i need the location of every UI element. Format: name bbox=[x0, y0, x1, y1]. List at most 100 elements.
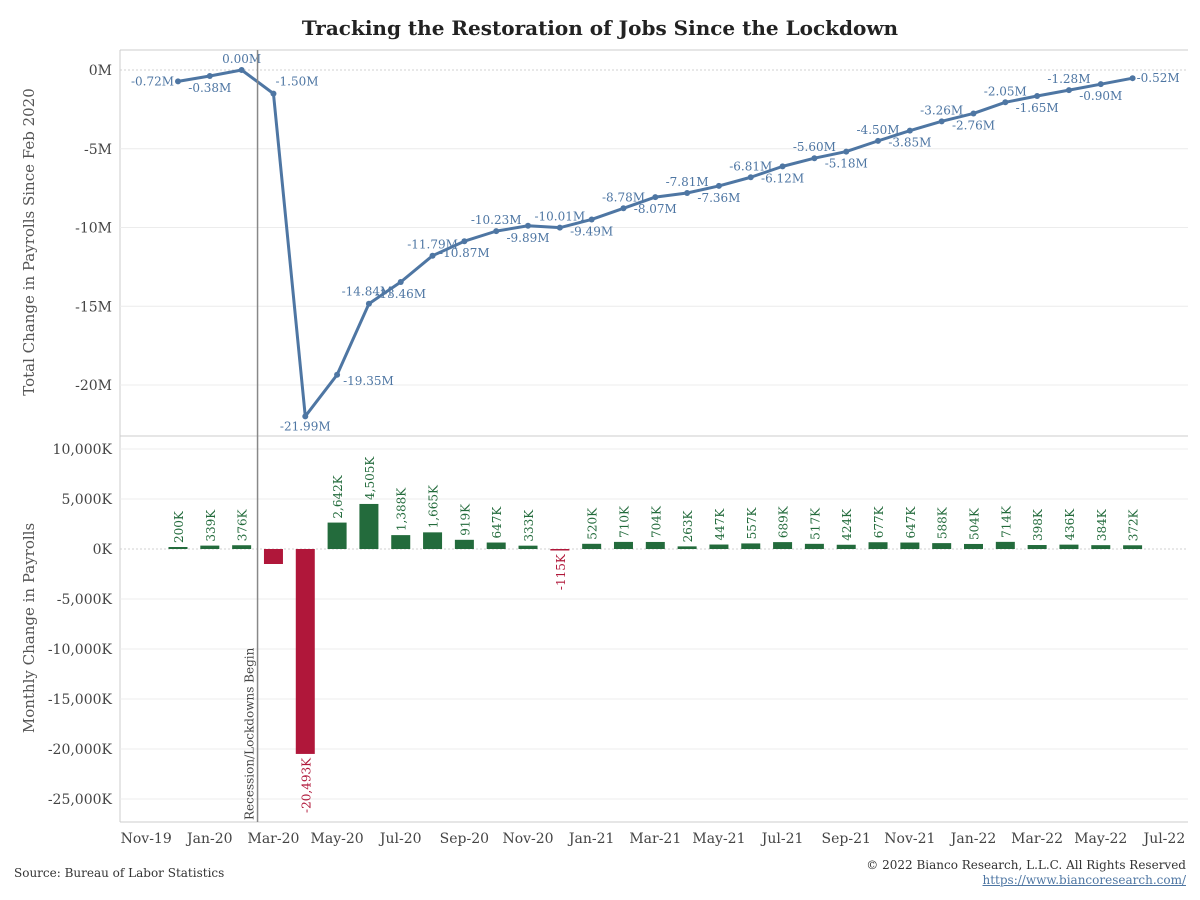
bottom-y-tick-label: -15,000K bbox=[48, 692, 113, 708]
x-tick-label: Jul-21 bbox=[760, 831, 804, 847]
line-data-label: -1.28M bbox=[1047, 72, 1090, 86]
bar bbox=[932, 543, 952, 549]
line-data-label: -3.26M bbox=[920, 103, 963, 117]
gridlines bbox=[120, 69, 1188, 800]
chart-frame bbox=[119, 49, 1188, 823]
line-point bbox=[620, 205, 627, 212]
bottom-y-tick-label: -5,000K bbox=[57, 592, 113, 608]
line-point bbox=[715, 182, 722, 189]
bar-data-label: 677K bbox=[872, 505, 886, 538]
bar-data-label: 263K bbox=[681, 509, 695, 542]
line-data-label: -0.52M bbox=[1137, 71, 1180, 85]
line-data-label: -0.38M bbox=[188, 81, 231, 95]
bar-data-label: 333K bbox=[522, 509, 536, 542]
line-point bbox=[875, 137, 882, 144]
line-point bbox=[684, 190, 691, 197]
line-point bbox=[334, 371, 341, 378]
line-point bbox=[429, 252, 436, 259]
bar bbox=[327, 522, 347, 549]
x-tick-label: Mar-20 bbox=[247, 831, 299, 847]
bar-data-label: 384K bbox=[1095, 508, 1109, 541]
bar-data-label: 376K bbox=[236, 508, 250, 541]
top-y-tick-label: -20M bbox=[75, 378, 112, 394]
bar bbox=[582, 543, 602, 549]
line-point bbox=[238, 67, 245, 73]
bar bbox=[359, 503, 379, 549]
bottom-y-tick-label: -10,000K bbox=[48, 642, 113, 658]
line-data-label: -8.07M bbox=[634, 202, 677, 216]
top-y-tick-label: -15M bbox=[75, 299, 112, 315]
bar bbox=[836, 544, 856, 549]
x-tick-label: Sep-20 bbox=[440, 831, 489, 847]
x-tick-label: Mar-21 bbox=[629, 831, 681, 847]
top-y-tick-label: 0M bbox=[89, 63, 112, 79]
top-y-tick-label: -5M bbox=[84, 142, 112, 158]
x-tick-label: Nov-21 bbox=[884, 831, 935, 847]
bar bbox=[454, 539, 474, 549]
x-axis: Nov-19 Jan-20 Mar-20 May-20 Jul-20 Sep-20 Nov-… bbox=[121, 831, 1186, 847]
bar-data-label: 710K bbox=[617, 505, 631, 538]
bar-data-label: 1,665K bbox=[427, 484, 441, 528]
event-marker: Recession/Lockdowns Begin bbox=[243, 50, 259, 822]
bar-data-label: 647K bbox=[490, 506, 504, 539]
bar bbox=[263, 549, 283, 564]
bottom-y-axis: 10,000K 5,000K 0K -5,000K -10,000K -15,000K -2… bbox=[48, 442, 113, 808]
line-data-label: -6.81M bbox=[729, 159, 772, 173]
line-point bbox=[652, 194, 659, 201]
bar-series: 200K 339K 376K -20,493K 2,642K 4,505K 1,388K 1,… bbox=[168, 456, 1143, 813]
bar bbox=[804, 543, 824, 549]
line-data-label: -1.65M bbox=[1016, 101, 1059, 115]
line-point bbox=[970, 110, 977, 117]
bottom-y-tick-label: 10,000K bbox=[53, 442, 113, 458]
bar bbox=[391, 535, 411, 549]
bar-data-label: 372K bbox=[1127, 508, 1141, 541]
bar bbox=[232, 545, 252, 549]
bar-data-label: 517K bbox=[808, 507, 822, 540]
line-point bbox=[1129, 75, 1136, 82]
bar-data-label: 2,642K bbox=[331, 474, 345, 518]
copyright-text: © 2022 Bianco Research, L.L.C. All Right… bbox=[866, 858, 1186, 872]
line-data-label: -7.81M bbox=[666, 175, 709, 189]
line-data-label: 0.00M bbox=[222, 52, 261, 66]
line-point bbox=[1034, 92, 1041, 99]
bar-data-label: 919K bbox=[458, 503, 472, 536]
line-data-label: -3.85M bbox=[888, 136, 931, 150]
bar-data-label: 447K bbox=[713, 508, 727, 541]
bar-data-label: 200K bbox=[172, 510, 186, 543]
line-data-label: -4.50M bbox=[857, 123, 900, 137]
bar bbox=[200, 545, 220, 549]
line-point bbox=[1002, 99, 1009, 106]
line-point bbox=[397, 278, 404, 285]
line-series: -0.72M -0.38M 0.00M -1.50M -21.99M -19.35M -14… bbox=[131, 52, 1180, 433]
bar bbox=[645, 541, 665, 549]
bar-data-label: -115K bbox=[554, 553, 568, 590]
bar bbox=[295, 549, 315, 754]
copyright-block: © 2022 Bianco Research, L.L.C. All Right… bbox=[866, 858, 1186, 888]
bar-data-label: 1,388K bbox=[395, 487, 409, 531]
x-tick-label: Jul-22 bbox=[1142, 831, 1186, 847]
line-data-label: -5.18M bbox=[825, 157, 868, 171]
line-point bbox=[906, 127, 913, 134]
bottom-y-tick-label: 0K bbox=[93, 542, 113, 558]
chart-title: Tracking the Restoration of Jobs Since t… bbox=[301, 16, 899, 40]
x-tick-label: Sep-21 bbox=[822, 831, 871, 847]
line-data-label: -10.87M bbox=[439, 246, 490, 260]
bar bbox=[709, 544, 729, 549]
top-y-tick-label: -10M bbox=[75, 221, 112, 237]
x-tick-label: Jan-21 bbox=[567, 831, 615, 847]
line-point bbox=[556, 224, 563, 231]
bar bbox=[486, 542, 506, 549]
line-point bbox=[938, 118, 945, 125]
source-note: Source: Bureau of Labor Statistics bbox=[14, 866, 225, 880]
line-point bbox=[525, 222, 532, 229]
website-link[interactable]: https://www.biancoresearch.com/ bbox=[982, 873, 1186, 887]
line-data-label: -1.50M bbox=[275, 75, 318, 89]
line-data-label: -0.72M bbox=[131, 74, 174, 88]
top-y-axis-title: Total Change in Payrolls Since Feb 2020 bbox=[20, 88, 38, 396]
bar-data-label: 398K bbox=[1031, 508, 1045, 541]
line-data-label: -11.79M bbox=[407, 238, 458, 252]
line-data-label: -10.23M bbox=[471, 213, 522, 227]
x-tick-label: Jul-20 bbox=[378, 831, 422, 847]
x-tick-label: May-21 bbox=[692, 831, 745, 847]
bottom-y-tick-label: -25,000K bbox=[48, 792, 113, 808]
